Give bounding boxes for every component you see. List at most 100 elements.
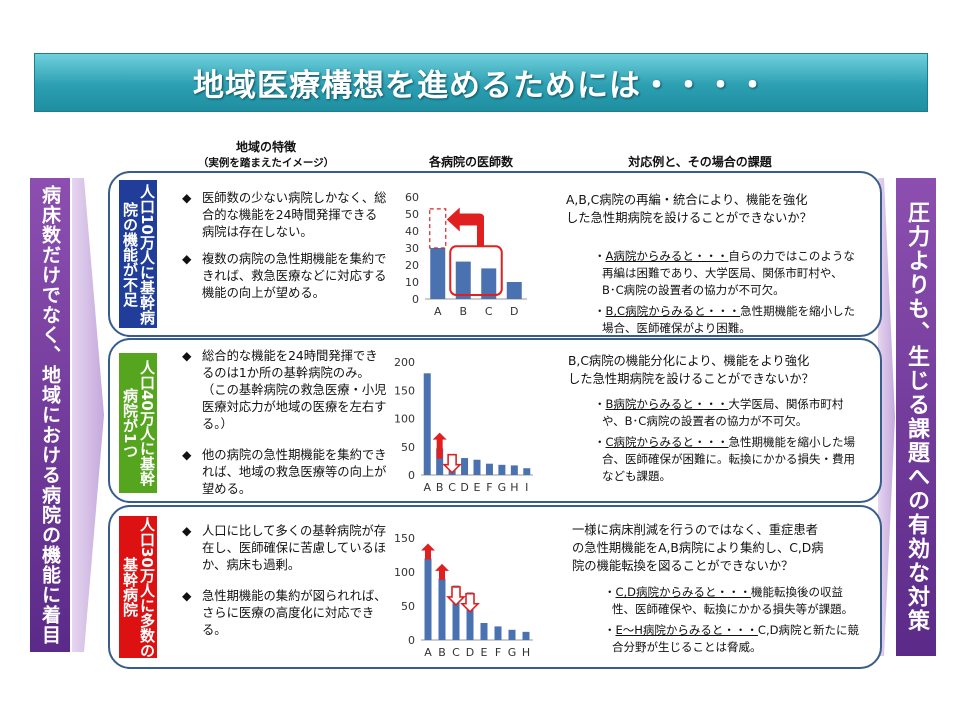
bullet-diamond-icon: ◆ [182, 524, 192, 538]
panel-1-notes: ・A病院からみると・・・自らの力ではこのような再編は困難であり、大学医局、関係市… [594, 248, 856, 341]
panel-2: 人口40万人に基幹病院が1つ ◆ 総合的な機能を24時間発揮できるのは1か所の基幹… [108, 338, 882, 503]
increase-arrow-icon [435, 563, 449, 580]
panel-3-bullets: ◆ 人口に比して多くの基幹病院が存在し、医師確保に苦慮しているほか、病床も過剰。 … [182, 523, 388, 649]
x-tick-label: B [438, 646, 446, 659]
y-tick-label: 150 [394, 532, 415, 545]
x-tick-label: A [434, 305, 442, 318]
increase-arrow-icon [432, 432, 447, 459]
y-tick-label: 30 [405, 242, 419, 255]
note-item: ・C病院からみると・・・急性期機能を縮小した場合、医師確保が困難に。転換にかかる… [594, 435, 856, 483]
bar-B [436, 448, 444, 475]
note-lead: C,D病院からみると・・・ [615, 585, 752, 599]
note-lead: A病院からみると・・・ [605, 249, 729, 263]
x-tick-label: A [423, 481, 431, 494]
bar-G [498, 464, 506, 475]
x-tick-label: D [460, 481, 468, 494]
bar-H [522, 631, 530, 640]
bullet-item: ◆ 他の病院の急性期機能を集約できれば、地域の救急医療等の向上が望める。 [182, 447, 388, 498]
panel-2-tag: 人口40万人に基幹病院が1つ [119, 353, 157, 493]
bar-D [466, 592, 474, 640]
bullet-item: ◆ 医師数の少ない病院しかなく、総合的な機能を24時間発揮できる病院は存在しない。 [182, 190, 388, 241]
x-tick-label: G [498, 481, 507, 494]
decrease-arrow-icon [460, 592, 480, 613]
x-tick-label: C [448, 481, 456, 494]
note-text: 機能転換後の収益性、医師確保や、転換にかかる損失等が課題。 [612, 585, 854, 616]
x-tick-label: H [510, 481, 518, 494]
bullet-diamond-icon: ◆ [182, 349, 192, 363]
panel-1-bullets: ◆ 医師数の少ない病院しかなく、総合的な機能を24時間発揮できる病院は存在しない。… [182, 190, 388, 312]
bar-I [523, 468, 531, 475]
note-text: 急性期機能を縮小した場合、医師確保が困難に。転換にかかる損失・費用なども課題。 [602, 435, 856, 483]
target-outline [429, 208, 447, 249]
panel-2-notes: ・B病院からみると・・・大学医局、関係市町村や、B･C病院の設置者の協力が不可欠… [594, 396, 856, 489]
x-tick-label: E [474, 481, 481, 494]
bullet-text: 総合的な機能を24時間発揮できるのは1か所の基幹病院のみ。（この基幹病院の救急医… [202, 349, 387, 431]
x-tick-label: E [481, 646, 488, 659]
bullet-diamond-icon: ◆ [182, 252, 192, 266]
y-tick-label: 100 [394, 413, 415, 426]
header-features-label: 地域の特徴 [235, 140, 296, 154]
right-band: 圧力よりも、生じる課題への有効な対策を！ [864, 178, 936, 656]
y-tick-label: 100 [394, 566, 415, 579]
header-features-sub: （実例を踏まえたイメージ） [197, 157, 335, 169]
increase-arrow-icon [421, 543, 435, 560]
bullet-diamond-icon: ◆ [182, 448, 192, 462]
bar-D [506, 282, 522, 299]
bar-E [480, 623, 488, 640]
note-text: 自らの力ではこのような再編は困難であり、大学医局、関係市町村や、B･C病院の設置… [602, 249, 855, 297]
bar-G [508, 629, 516, 640]
right-arrow-icon [878, 178, 895, 656]
bullet-item: ◆ 総合的な機能を24時間発揮できるのは1か所の基幹病院のみ。（この基幹病院の救急… [182, 348, 388, 433]
y-tick-label: 50 [405, 208, 419, 221]
x-tick-label: C [485, 305, 493, 318]
y-tick-label: 200 [394, 356, 415, 369]
x-tick-label: H [522, 646, 530, 659]
note-text: C,D病院と新たに競合分野が生じることは脅威。 [612, 623, 859, 654]
decrease-arrow-icon [442, 453, 463, 474]
bar-C [452, 585, 460, 640]
header-features: 地域の特徴 （実例を踏まえたイメージ） [196, 138, 336, 170]
note-lead: C病院からみると・・・ [605, 435, 729, 449]
right-band-text: 圧力よりも、生じる課題への有効な対策を！ [864, 201, 929, 633]
bar-B [455, 261, 471, 299]
panel-2-bullets: ◆ 総合的な機能を24時間発揮できるのは1か所の基幹病院のみ。（この基幹病院の救急… [182, 348, 388, 508]
x-tick-label: F [486, 481, 492, 494]
header-measures: 対応例と、その場合の課題 [628, 155, 772, 169]
note-item: ・A病院からみると・・・自らの力ではこのような再編は困難であり、大学医局、関係市… [594, 249, 855, 297]
bullet-text: 医師数の少ない病院しかなく、総合的な機能を24時間発揮できる病院は存在しない。 [202, 191, 387, 239]
bullet-diamond-icon: ◆ [182, 191, 192, 205]
bar-E [473, 459, 481, 475]
note-text: 急性期機能を縮小した場合、医師確保がより困難。 [602, 304, 856, 335]
panel-3-notes: ・C,D病院からみると・・・機能転換後の収益性、医師確保や、転換にかかる損失等が… [604, 584, 860, 660]
y-tick-label: 20 [405, 259, 419, 272]
bullet-text: 他の病院の急性期機能を集約できれば、地域の救急医療等の向上が望める。 [202, 448, 387, 496]
x-tick-label: B [436, 481, 444, 494]
bullet-item: ◆ 急性期機能の集約が図られれば、さらに医療の高度化に対応できる。 [182, 588, 388, 639]
note-lead: B,C病院からみると・・・ [605, 304, 741, 318]
chart-3: 0 50 100 150 A B C D E F G H [394, 532, 533, 659]
note-text: 大学医局、関係市町村や、B･C病院の設置者の協力が不可欠。 [602, 397, 844, 428]
bullet-text: 複数の病院の急性期機能を集約できれば、救急医療などに対応する機能の向上が望める。 [202, 252, 387, 300]
panel-2-tag-text: 人口40万人に基幹病院が1つ [121, 360, 156, 486]
merge-arrow-icon [446, 207, 484, 247]
note-lead: B病院からみると・・・ [605, 397, 729, 411]
bar-C [481, 268, 497, 299]
bar-H [510, 465, 518, 475]
x-tick-label: A [424, 646, 432, 659]
note-lead: E～H病院からみると・・・ [615, 623, 758, 637]
x-tick-label: G [508, 646, 517, 659]
group-box [449, 245, 503, 296]
left-arrow-icon [72, 178, 104, 652]
page-title: 地域医療構想を進めるためには・・・・ [193, 68, 769, 104]
title-banner: 地域医療構想を進めるためには・・・・ [34, 53, 928, 112]
y-tick-label: 0 [408, 469, 415, 482]
bar-F [494, 626, 502, 640]
panel-1-tag: 人口10万人に基幹病院の機能が不足 [119, 180, 157, 328]
header-doctors: 各病院の医師数 [428, 155, 513, 169]
y-tick-label: 50 [401, 441, 415, 454]
bullet-diamond-icon: ◆ [182, 589, 192, 603]
note-item: ・B,C病院からみると・・・急性期機能を縮小した場合、医師確保がより困難。 [594, 304, 856, 335]
note-item: ・C,D病院からみると・・・機能転換後の収益性、医師確保や、転換にかかる損失等が… [604, 585, 854, 616]
bullet-item: ◆ 人口に比して多くの基幹病院が存在し、医師確保に苦慮しているほか、病床も過剰。 [182, 523, 388, 574]
chart-2: 0 50 100 150 200 A B C D E F G H I [394, 356, 533, 494]
